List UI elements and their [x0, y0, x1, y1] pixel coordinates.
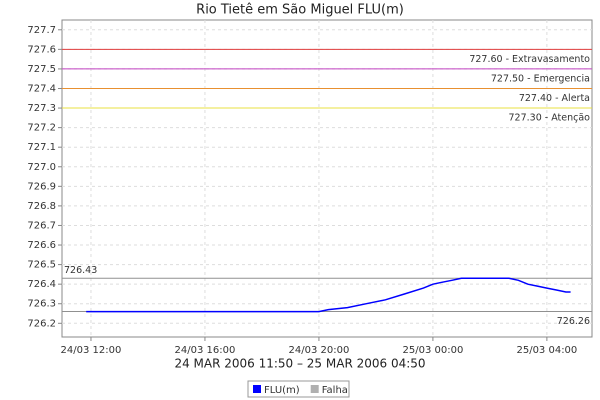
y-tick-label: 727.5	[27, 64, 56, 75]
y-tick-label: 727.0	[27, 162, 56, 173]
x-tick-label: 24/03 16:00	[175, 345, 236, 356]
chart-subtitle: 24 MAR 2006 11:50 – 25 MAR 2006 04:50	[174, 357, 425, 371]
y-tick-label: 726.9	[27, 181, 56, 192]
legend-swatch	[310, 385, 319, 393]
y-tick-label: 726.5	[27, 260, 56, 271]
legend-box	[247, 380, 350, 398]
y-tick-label: 727.3	[27, 103, 56, 114]
threshold-label: 727.50 - Emergencia	[491, 73, 590, 84]
threshold-label: 726.43	[64, 265, 97, 276]
y-tick-label: 727.1	[27, 142, 56, 153]
y-tick-label: 726.4	[27, 279, 56, 290]
threshold-label: 727.60 - Extravasamento	[469, 54, 590, 65]
threshold-label: 726.26	[557, 316, 590, 327]
y-tick-label: 727.4	[27, 83, 56, 94]
legend-label: FLU(m)	[264, 385, 300, 396]
y-tick-label: 727.7	[27, 25, 56, 36]
plot-area	[61, 19, 593, 338]
legend: FLU(m) Falha	[247, 380, 350, 398]
threshold-label: 727.30 - Atenção	[509, 113, 591, 124]
y-tick-label: 726.6	[27, 240, 56, 251]
threshold-label: 727.40 - Alerta	[519, 93, 590, 104]
y-tick-label: 727.2	[27, 123, 56, 134]
y-tick-label: 726.3	[27, 299, 56, 310]
y-tick-label: 726.2	[27, 318, 56, 329]
y-tick-label: 727.6	[27, 44, 56, 55]
y-tick-label: 726.8	[27, 201, 56, 212]
x-tick-label: 24/03 20:00	[289, 345, 350, 356]
y-tick-label: 726.7	[27, 220, 56, 231]
chart-title: Rio Tietê em São Miguel FLU(m)	[196, 3, 404, 18]
x-tick-label: 25/03 00:00	[402, 345, 463, 356]
legend-swatch	[253, 385, 261, 393]
x-tick-label: 25/03 04:00	[516, 345, 577, 356]
x-tick-label: 24/03 12:00	[61, 345, 122, 356]
legend-label: Falha	[322, 385, 348, 396]
series-line	[86, 277, 571, 313]
